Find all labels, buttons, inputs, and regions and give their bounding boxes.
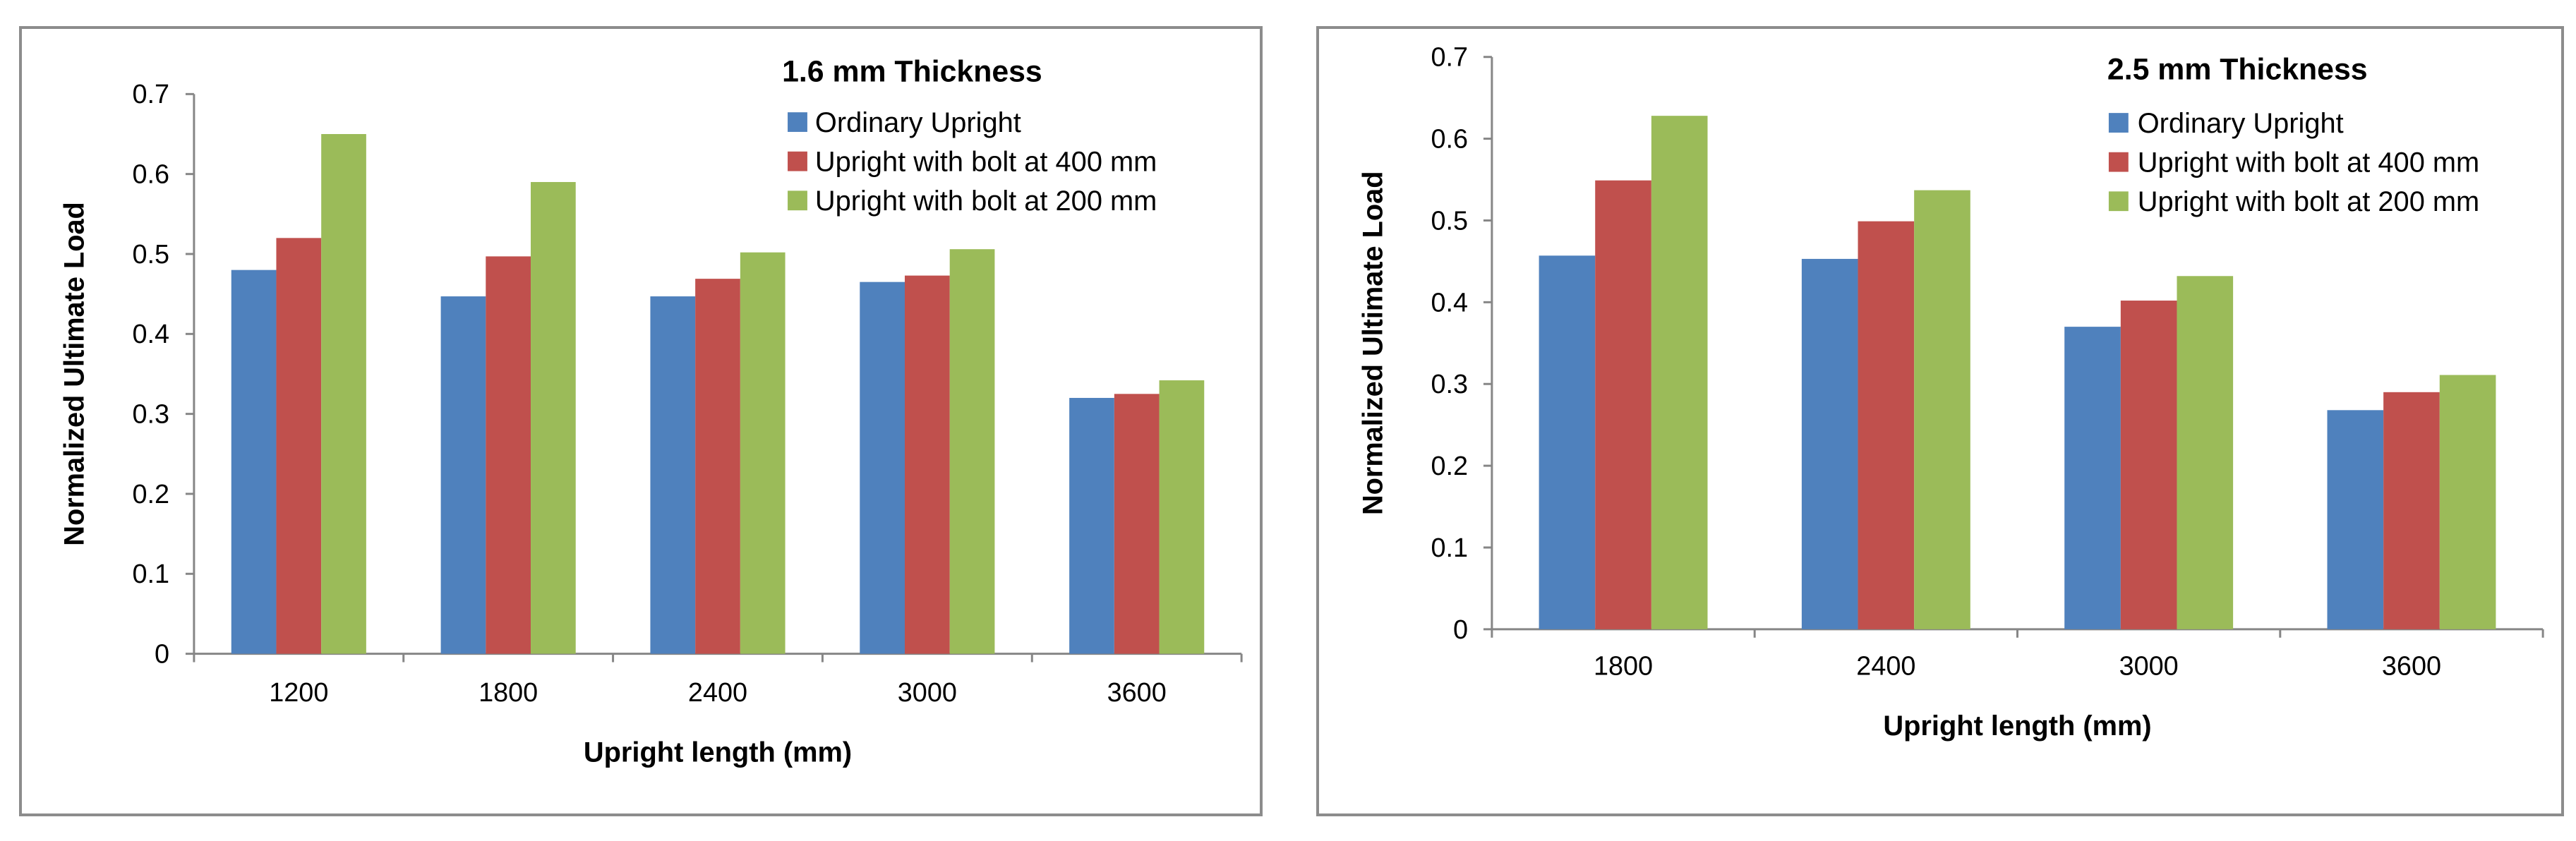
- legend-label: Upright with bolt at 400 mm: [2138, 147, 2479, 179]
- bar-bolt-200mm: [2439, 375, 2496, 629]
- legend-swatch: [2108, 191, 2129, 212]
- y-tick-label: 0.7: [1431, 43, 1468, 73]
- x-tick-label: 1800: [479, 678, 538, 708]
- bar-ordinary-upright: [1069, 397, 1114, 654]
- bar-bolt-200mm: [1159, 380, 1205, 654]
- x-axis-title: Upright length (mm): [584, 737, 852, 768]
- y-tick-label: 0: [1453, 615, 1468, 645]
- chart-svg-2-5mm: 0 0.1 0.2 0.3 0.4 0.5 0.6 0.7 1800 2400 3000 3600 Up…: [1358, 43, 2544, 742]
- bar-bolt-200mm: [531, 181, 576, 654]
- bar-bolt-200mm: [1651, 116, 1708, 629]
- y-tick-label: 0.2: [1431, 452, 1468, 481]
- x-tick-label: 3600: [2382, 651, 2441, 681]
- bar-ordinary-upright: [860, 282, 905, 654]
- legend-label: Upright with bolt at 200 mm: [2138, 186, 2479, 217]
- bar-bolt-200mm: [740, 252, 786, 654]
- bar-bolt-400mm: [276, 238, 322, 654]
- y-tick-label: 0: [155, 640, 169, 670]
- legend-label: Ordinary Upright: [2138, 108, 2344, 139]
- bar-ordinary-upright: [650, 296, 696, 654]
- y-tick-label: 0.1: [1431, 533, 1468, 563]
- bar-ordinary-upright: [1801, 258, 1858, 629]
- legend-label: Ordinary Upright: [815, 107, 1021, 138]
- y-tick-label: 0.2: [132, 480, 169, 509]
- chart-panel-1-6mm: 0 0.1 0.2 0.3 0.4 0.5 0.6 0.7 1200 1800 2400 3000 36…: [19, 26, 1263, 816]
- x-tick-label: 1800: [1594, 651, 1653, 681]
- y-tick-label: 0.6: [132, 160, 169, 190]
- bar-bolt-400mm: [904, 275, 950, 654]
- y-tick-label: 0.6: [1431, 125, 1468, 155]
- bar-bolt-400mm: [1595, 180, 1651, 629]
- bar-ordinary-upright: [2064, 327, 2121, 629]
- x-tick-label: 3000: [2119, 651, 2179, 681]
- y-tick-label: 0.5: [1431, 206, 1468, 236]
- x-tick-label: 3000: [898, 678, 957, 708]
- y-tick-label: 0.1: [132, 559, 169, 589]
- bar-bolt-200mm: [949, 249, 995, 654]
- chart-title: 1.6 mm Thickness: [782, 55, 1042, 89]
- bar-bolt-400mm: [695, 279, 740, 654]
- legend-swatch: [2108, 152, 2129, 172]
- chart-title: 2.5 mm Thickness: [2107, 53, 2368, 87]
- x-tick-label: 2400: [688, 678, 747, 708]
- y-axis-title: Normalized Ultimate Load: [59, 202, 90, 545]
- bar-bolt-400mm: [486, 256, 531, 654]
- bar-bolt-400mm: [2383, 392, 2440, 629]
- bar-bolt-200mm: [1914, 190, 1970, 629]
- legend-label: Upright with bolt at 200 mm: [815, 186, 1157, 217]
- x-tick-label: 2400: [1856, 651, 1915, 681]
- chart-svg-1-6mm: 0 0.1 0.2 0.3 0.4 0.5 0.6 0.7 1200 1800 2400 3000 36…: [59, 55, 1243, 768]
- bar-bolt-200mm: [321, 133, 366, 654]
- y-tick-label: 0.4: [132, 320, 169, 349]
- x-tick-label: 1200: [269, 678, 328, 708]
- y-tick-label: 0.3: [132, 400, 169, 430]
- legend-swatch: [788, 151, 807, 171]
- y-tick-label: 0.7: [132, 80, 169, 109]
- bar-ordinary-upright: [2327, 410, 2384, 629]
- y-tick-label: 0.3: [1431, 370, 1468, 399]
- bar-ordinary-upright: [1539, 255, 1596, 629]
- bar-bolt-200mm: [2177, 276, 2234, 629]
- bar-bolt-400mm: [2120, 301, 2177, 629]
- bar-bolt-400mm: [1114, 394, 1160, 654]
- y-axis-title: Normalized Ultimate Load: [1358, 171, 1389, 515]
- bar-ordinary-upright: [440, 296, 486, 654]
- bar-ordinary-upright: [231, 270, 277, 654]
- legend-swatch: [2108, 113, 2129, 133]
- bar-bolt-400mm: [1858, 221, 1915, 629]
- legend-swatch: [788, 112, 807, 132]
- chart-panel-2-5mm: 0 0.1 0.2 0.3 0.4 0.5 0.6 0.7 1800 2400 3000 3600 Up…: [1316, 26, 2564, 816]
- legend-label: Upright with bolt at 400 mm: [815, 147, 1157, 178]
- y-tick-label: 0.5: [132, 240, 169, 270]
- x-axis-title: Upright length (mm): [1883, 710, 2151, 742]
- y-tick-label: 0.4: [1431, 288, 1468, 317]
- legend-swatch: [788, 190, 807, 211]
- x-tick-label: 3600: [1107, 678, 1167, 708]
